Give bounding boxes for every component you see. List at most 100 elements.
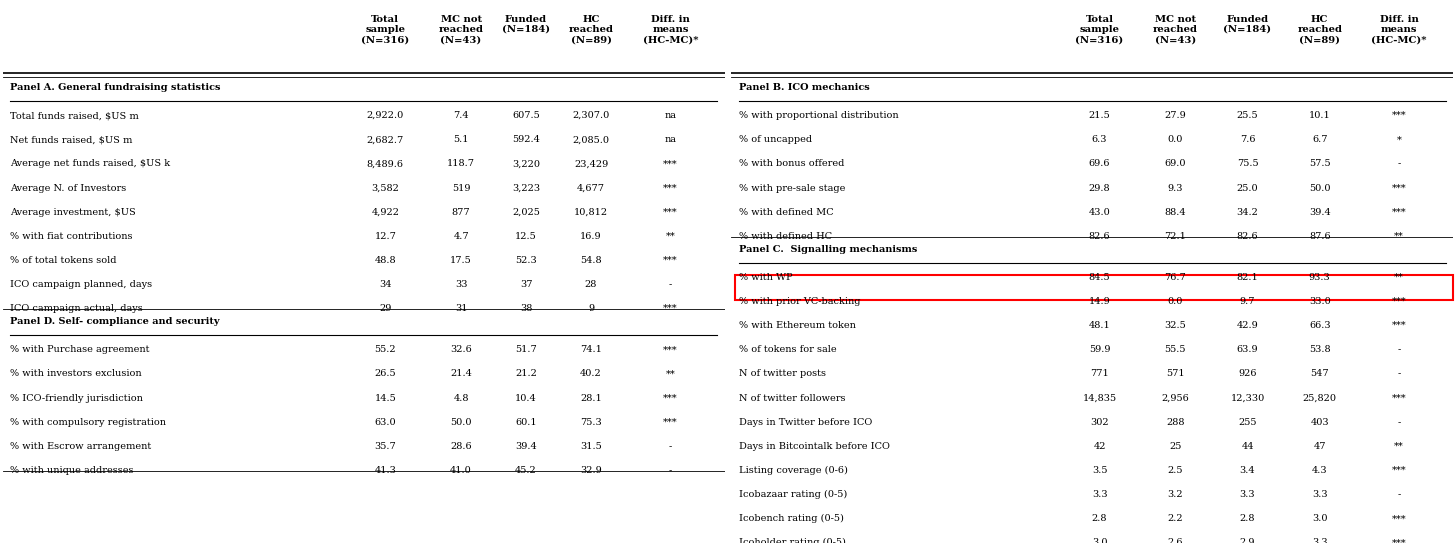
Text: Days in Twitter before ICO: Days in Twitter before ICO [738, 418, 872, 427]
Text: 32.6: 32.6 [450, 345, 472, 355]
Text: MC not
reached
(N=43): MC not reached (N=43) [438, 15, 483, 45]
Text: 53.8: 53.8 [1309, 345, 1331, 355]
Text: -: - [1398, 369, 1401, 378]
Text: **: ** [665, 232, 676, 241]
Text: 76.7: 76.7 [1165, 273, 1187, 282]
Text: Icobench rating (0-5): Icobench rating (0-5) [738, 514, 843, 523]
Text: 4.8: 4.8 [453, 394, 469, 402]
Text: 2,956: 2,956 [1162, 394, 1190, 402]
Text: 4,922: 4,922 [371, 207, 399, 217]
Text: 44: 44 [1242, 442, 1254, 451]
Text: 12.7: 12.7 [374, 232, 396, 241]
Text: ***: *** [1392, 514, 1406, 523]
Text: 82.1: 82.1 [1236, 273, 1258, 282]
Text: 3.3: 3.3 [1092, 490, 1108, 499]
Text: 72.1: 72.1 [1165, 232, 1187, 241]
Text: 51.7: 51.7 [515, 345, 537, 355]
Text: 12.5: 12.5 [515, 232, 537, 241]
Text: 75.5: 75.5 [1236, 160, 1258, 168]
Text: 403: 403 [1310, 418, 1329, 427]
Text: *: * [1396, 135, 1402, 144]
Text: 7.4: 7.4 [453, 111, 469, 120]
Text: % of uncapped: % of uncapped [738, 135, 812, 144]
Text: 3.4: 3.4 [1239, 466, 1255, 475]
Text: Diff. in
means
(HC-MC)*: Diff. in means (HC-MC)* [642, 15, 697, 45]
Text: 4.7: 4.7 [453, 232, 469, 241]
Text: Days in Bitcointalk before ICO: Days in Bitcointalk before ICO [738, 442, 890, 451]
Text: Net funds raised, $US m: Net funds raised, $US m [10, 135, 132, 144]
Text: 2.9: 2.9 [1239, 538, 1255, 543]
Text: 21.4: 21.4 [450, 369, 472, 378]
Text: Funded
(N=184): Funded (N=184) [1223, 15, 1271, 34]
Text: Total funds raised, $US m: Total funds raised, $US m [10, 111, 138, 120]
Text: ***: *** [662, 394, 677, 402]
Text: 75.3: 75.3 [579, 418, 601, 427]
Text: 3.3: 3.3 [1312, 490, 1328, 499]
Text: 41.0: 41.0 [450, 466, 472, 475]
Text: MC not
reached
(N=43): MC not reached (N=43) [1153, 15, 1198, 45]
Text: 9.3: 9.3 [1168, 184, 1184, 193]
Text: ***: *** [662, 304, 677, 313]
Text: 26.5: 26.5 [374, 369, 396, 378]
Text: Average investment, $US: Average investment, $US [10, 207, 135, 217]
Text: % with prior VC-backing: % with prior VC-backing [738, 297, 860, 306]
Text: ***: *** [662, 160, 677, 168]
Text: 43.0: 43.0 [1089, 207, 1111, 217]
Text: 21.5: 21.5 [1089, 111, 1111, 120]
Text: 592.4: 592.4 [513, 135, 540, 144]
Text: 10.1: 10.1 [1309, 111, 1331, 120]
Text: 6.7: 6.7 [1312, 135, 1328, 144]
Text: HC
reached
(N=89): HC reached (N=89) [568, 15, 613, 45]
Text: 14.9: 14.9 [1089, 297, 1111, 306]
Text: 29: 29 [379, 304, 392, 313]
Text: 2,922.0: 2,922.0 [367, 111, 403, 120]
Text: ***: *** [1392, 184, 1406, 193]
Text: % of tokens for sale: % of tokens for sale [738, 345, 836, 355]
Text: 54.8: 54.8 [579, 256, 601, 265]
Text: 38: 38 [520, 304, 533, 313]
Text: 45.2: 45.2 [515, 466, 537, 475]
Text: 25: 25 [1169, 442, 1181, 451]
Text: Average N. of Investors: Average N. of Investors [10, 184, 127, 193]
Text: 5.1: 5.1 [453, 135, 469, 144]
Text: ICO campaign planned, days: ICO campaign planned, days [10, 280, 151, 289]
Text: 82.6: 82.6 [1236, 232, 1258, 241]
Text: 25.0: 25.0 [1236, 184, 1258, 193]
Text: 771: 771 [1091, 369, 1109, 378]
Text: 34.2: 34.2 [1236, 207, 1258, 217]
Text: 93.3: 93.3 [1309, 273, 1331, 282]
Text: **: ** [1395, 273, 1404, 282]
Text: 52.3: 52.3 [515, 256, 537, 265]
Text: Total
sample
(N=316): Total sample (N=316) [361, 15, 409, 45]
Text: ***: *** [662, 345, 677, 355]
Text: **: ** [1395, 442, 1404, 451]
Text: 17.5: 17.5 [450, 256, 472, 265]
Text: ***: *** [1392, 321, 1406, 330]
Text: % with WP: % with WP [738, 273, 792, 282]
Text: 607.5: 607.5 [513, 111, 540, 120]
Text: HC
reached
(N=89): HC reached (N=89) [1297, 15, 1342, 45]
Text: 118.7: 118.7 [447, 160, 475, 168]
Text: ***: *** [1392, 394, 1406, 402]
Text: % with bonus offered: % with bonus offered [738, 160, 844, 168]
Text: 69.0: 69.0 [1165, 160, 1187, 168]
Text: 34: 34 [379, 280, 392, 289]
Text: 255: 255 [1238, 418, 1257, 427]
Text: 42: 42 [1093, 442, 1105, 451]
Text: 14.5: 14.5 [374, 394, 396, 402]
Text: Listing coverage (0-6): Listing coverage (0-6) [738, 466, 847, 475]
Text: 2.2: 2.2 [1168, 514, 1184, 523]
Text: 48.1: 48.1 [1089, 321, 1111, 330]
Text: 74.1: 74.1 [579, 345, 601, 355]
Text: 877: 877 [451, 207, 470, 217]
Text: 39.4: 39.4 [1309, 207, 1331, 217]
Text: 69.6: 69.6 [1089, 160, 1111, 168]
Text: 3,582: 3,582 [371, 184, 399, 193]
Text: % ICO-friendly jurisdiction: % ICO-friendly jurisdiction [10, 394, 143, 402]
Text: 29.8: 29.8 [1089, 184, 1111, 193]
Text: 9: 9 [588, 304, 594, 313]
Text: % with fiat contributions: % with fiat contributions [10, 232, 132, 241]
Text: -: - [1398, 418, 1401, 427]
Text: 87.6: 87.6 [1309, 232, 1331, 241]
Text: 4.3: 4.3 [1312, 466, 1328, 475]
